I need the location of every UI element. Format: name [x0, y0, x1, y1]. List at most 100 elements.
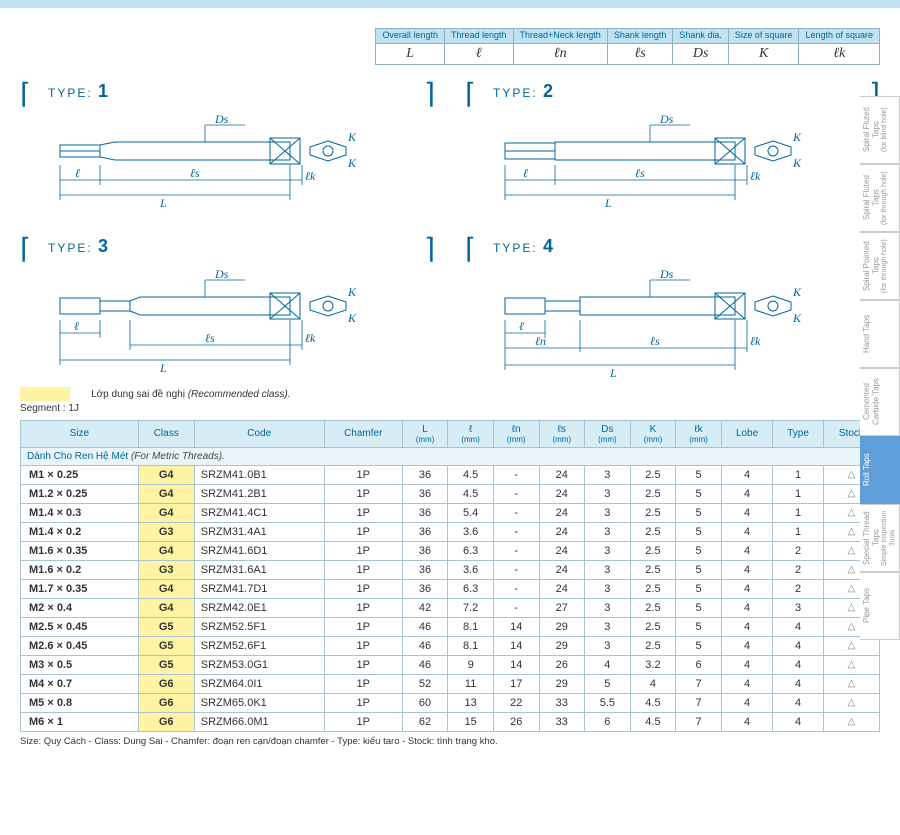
cell-chamfer: 1P	[324, 617, 402, 636]
cell-class: G6	[138, 674, 194, 693]
cell-Ds: 3	[585, 541, 631, 560]
cell-ln: -	[493, 560, 539, 579]
cell-K: 2.5	[630, 598, 676, 617]
cell-class: G5	[138, 636, 194, 655]
col-header: Size	[21, 420, 139, 447]
cell-type: 3	[773, 598, 824, 617]
svg-text:L: L	[159, 196, 167, 210]
cell-Ds: 5	[585, 674, 631, 693]
cell-code: SRZM41.6D1	[194, 541, 324, 560]
col-header: Code	[194, 420, 324, 447]
table-row: M1 × 0.25G4SRZM41.0B11P364.5-2432.5541△	[21, 465, 880, 484]
spec-table: SizeClassCodeChamferL(mm)ℓ(mm)ℓn(mm)ℓs(m…	[20, 420, 880, 732]
side-tab[interactable]: Cemented Carbide Taps	[860, 368, 900, 436]
dimension-legend-table: Overall lengthThread lengthThread+Neck l…	[375, 28, 880, 65]
cell-lk: 5	[676, 541, 722, 560]
side-tab[interactable]: Special Thread TapsSimple Inspection Too…	[860, 504, 900, 572]
cell-type: 2	[773, 560, 824, 579]
cell-ln: 14	[493, 655, 539, 674]
cell-ls: 24	[539, 541, 585, 560]
cell-Ds: 3	[585, 522, 631, 541]
segment-label: Segment : 1J	[20, 403, 880, 414]
svg-text:L: L	[604, 196, 612, 210]
cell-lk: 7	[676, 693, 722, 712]
cell-type: 4	[773, 693, 824, 712]
svg-text:ℓs: ℓs	[205, 331, 215, 345]
cell-chamfer: 1P	[324, 541, 402, 560]
cell-K: 2.5	[630, 579, 676, 598]
col-header: L(mm)	[402, 420, 448, 447]
cell-type: 4	[773, 674, 824, 693]
cell-code: SRZM41.0B1	[194, 465, 324, 484]
cell-ls: 24	[539, 465, 585, 484]
svg-text:ℓs: ℓs	[190, 166, 200, 180]
side-tab[interactable]: Spiral Fluted Taps(for blind hole)	[860, 96, 900, 164]
side-tab[interactable]: Spiral Fluted Taps(for through hole)	[860, 164, 900, 232]
table-row: M5 × 0.8G6SRZM65.0K11P601322335.54.5744△	[21, 693, 880, 712]
legend-symbol: L	[376, 43, 445, 64]
legend-symbol: ℓk	[799, 43, 880, 64]
svg-text:K: K	[792, 311, 802, 325]
side-tab[interactable]: Roll Taps	[860, 436, 900, 504]
svg-text:ℓs: ℓs	[635, 166, 645, 180]
legend-header: Thread length	[444, 29, 513, 44]
cell-ls: 29	[539, 617, 585, 636]
cell-Ds: 3	[585, 465, 631, 484]
cell-code: SRZM53.0G1	[194, 655, 324, 674]
cell-size: M1.2 × 0.25	[21, 484, 139, 503]
table-row: M3 × 0.5G5SRZM53.0G11P469142643.2644△	[21, 655, 880, 674]
cell-size: M6 × 1	[21, 712, 139, 731]
cell-L: 36	[402, 579, 448, 598]
cell-lobe: 4	[721, 579, 773, 598]
svg-text:Ds: Ds	[214, 267, 229, 281]
cell-type: 4	[773, 617, 824, 636]
cell-Ds: 3	[585, 503, 631, 522]
svg-text:L: L	[159, 361, 167, 375]
cell-K: 2.5	[630, 636, 676, 655]
cell-chamfer: 1P	[324, 579, 402, 598]
cell-Ds: 6	[585, 712, 631, 731]
cell-L: 36	[402, 560, 448, 579]
col-header: ℓ(mm)	[448, 420, 494, 447]
cell-class: G5	[138, 655, 194, 674]
col-header: K(mm)	[630, 420, 676, 447]
cell-ln: 14	[493, 617, 539, 636]
svg-text:L: L	[609, 366, 617, 380]
svg-text:ℓn: ℓn	[535, 334, 546, 348]
cell-code: SRZM52.5F1	[194, 617, 324, 636]
cell-type: 1	[773, 465, 824, 484]
cell-ln: -	[493, 522, 539, 541]
cell-stock: △	[823, 655, 879, 674]
cell-K: 2.5	[630, 465, 676, 484]
cell-ln: -	[493, 541, 539, 560]
cell-L: 36	[402, 465, 448, 484]
cell-size: M2 × 0.4	[21, 598, 139, 617]
table-row: M6 × 1G6SRZM66.0M11P6215263364.5744△	[21, 712, 880, 731]
cell-chamfer: 1P	[324, 655, 402, 674]
svg-text:K: K	[792, 130, 802, 144]
cell-stock: △	[823, 712, 879, 731]
cell-class: G4	[138, 598, 194, 617]
cell-Ds: 3	[585, 617, 631, 636]
cell-Ds: 4	[585, 655, 631, 674]
cell-l: 8.1	[448, 617, 494, 636]
side-tab[interactable]: Hand Taps	[860, 300, 900, 368]
cell-L: 36	[402, 541, 448, 560]
svg-text:ℓ: ℓ	[519, 319, 524, 333]
cell-size: M1 × 0.25	[21, 465, 139, 484]
cell-L: 36	[402, 484, 448, 503]
cell-l: 3.6	[448, 560, 494, 579]
cell-class: G5	[138, 617, 194, 636]
cell-size: M4 × 0.7	[21, 674, 139, 693]
type-diagrams-grid: ⌈⌉ TYPE: 1	[20, 77, 880, 377]
side-tab[interactable]: Spiral Pointed Taps(for through hole)	[860, 232, 900, 300]
svg-text:Ds: Ds	[659, 112, 674, 126]
svg-text:K: K	[792, 156, 802, 170]
cell-lk: 7	[676, 674, 722, 693]
cell-l: 8.1	[448, 636, 494, 655]
cell-class: G4	[138, 465, 194, 484]
diagram-type-1: ⌈⌉ TYPE: 1	[20, 77, 435, 222]
cell-code: SRZM52.6F1	[194, 636, 324, 655]
side-tab[interactable]: Pipe Taps	[860, 572, 900, 640]
cell-lobe: 4	[721, 693, 773, 712]
